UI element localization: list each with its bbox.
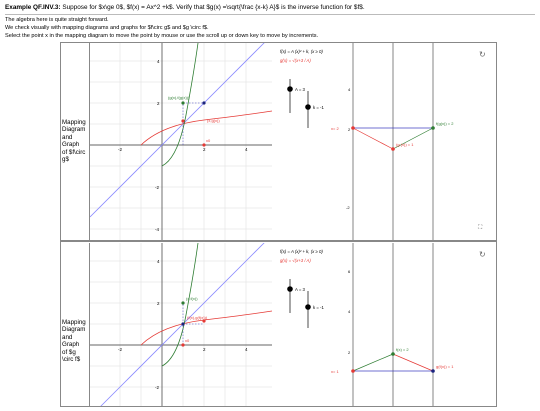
- x-tick: 4: [245, 147, 248, 152]
- row-divider: [61, 240, 496, 242]
- reset-icon[interactable]: ↻: [479, 50, 486, 59]
- map-point-x[interactable]: [351, 369, 355, 373]
- intro-line-3: Select the point x in the mapping diagra…: [5, 33, 319, 39]
- point-identity[interactable]: [202, 101, 206, 105]
- map-point-right[interactable]: [431, 126, 435, 130]
- g-curve: [140, 110, 273, 146]
- formula-f: f(x) = A (x)² + k, (x ≥ 0): [280, 49, 323, 54]
- label-line: of $f\circ: [62, 148, 86, 156]
- point-x0[interactable]: [181, 343, 185, 347]
- x-tick: 4: [245, 347, 248, 352]
- map-point-right[interactable]: [431, 369, 435, 373]
- applet-table: Mapping Diagram and Graph of $f\circ g$: [60, 34, 497, 411]
- header-divider: [5, 14, 535, 15]
- y-tick: 4: [157, 59, 160, 64]
- formula-g: g(x) = √(x+3 / A): [280, 258, 311, 263]
- label-line: and: [62, 133, 73, 141]
- map-tick: 6: [348, 269, 351, 274]
- map-tick: 2: [348, 127, 351, 132]
- map-point-mid[interactable]: [391, 352, 395, 356]
- y-tick: 2: [157, 301, 160, 306]
- row-label: Mapping Diagram and Graph of $f\circ g$: [62, 119, 88, 163]
- slider-k-handle[interactable]: [305, 304, 311, 310]
- intro-line-1: The algebra here is quite straight forwa…: [5, 17, 109, 23]
- slider-a-label: A = 3: [295, 87, 306, 92]
- point-x-f[interactable]: [181, 301, 185, 305]
- example-label: Example QF.INV.3:: [5, 4, 61, 11]
- label-line: Graph: [62, 141, 80, 149]
- map-mid-label: (g (x)) = 1: [396, 142, 414, 147]
- slider-a-label: A = 3: [295, 287, 306, 292]
- x-tick: 2: [203, 347, 206, 352]
- map-tick: 2: [348, 350, 351, 355]
- example-statement: Suppose for $x\ge 0$, $f(x) = Ax^2 +k$. …: [62, 4, 365, 11]
- slider-k-label: k = -1: [313, 105, 324, 110]
- point-identity[interactable]: [181, 322, 185, 326]
- map-right-label: g(f(x)) = 1: [436, 364, 454, 369]
- label-line: g$: [62, 156, 69, 164]
- slider-k-label: k = -1: [313, 305, 324, 310]
- label-line: of $g: [62, 348, 76, 356]
- label-line: Mapping: [62, 319, 86, 326]
- x-tick: 2: [203, 147, 206, 152]
- point-g-f[interactable]: [181, 101, 185, 105]
- label-line: Graph: [62, 341, 80, 349]
- intro-line-2: We check visually with mapping diagrams …: [5, 25, 209, 31]
- label-line: Mapping: [62, 119, 86, 126]
- map-link-g: [392, 353, 434, 372]
- label-line: Diagram: [62, 326, 86, 334]
- row-label: Mapping Diagram and Graph of $g \circ f$: [62, 319, 88, 363]
- map-point-x[interactable]: [351, 126, 355, 130]
- y-tick: -4: [155, 227, 159, 232]
- f-curve: [161, 242, 199, 367]
- applet-cell[interactable]: 4 2 -2 -2 2 4 (x,f(x)) (f(x),g(f(x))) x0…: [89, 234, 496, 411]
- y-tick: -2: [155, 185, 159, 190]
- label-line: \circ f$: [62, 356, 81, 364]
- identity-line: [89, 34, 273, 218]
- map-tick: -2: [346, 205, 350, 210]
- f-curve: [161, 42, 199, 167]
- point-x-g[interactable]: [181, 119, 185, 123]
- applet-cell[interactable]: 4 2 -2 -4 -2 2 4 (g(x),f(g(x))): [89, 34, 496, 240]
- slider-a-handle[interactable]: [287, 286, 293, 292]
- map-tick: 4: [348, 309, 351, 314]
- map-link-f: [392, 127, 434, 150]
- reset-icon[interactable]: ↻: [479, 250, 486, 259]
- map-link-f: [352, 353, 394, 372]
- example-header: Example QF.INV.3: Suppose for $x\ge 0$, …: [5, 4, 365, 11]
- point-label: x0: [206, 138, 211, 143]
- applet-canvas[interactable]: 4 2 -2 -4 -2 2 4 (g(x),f(g(x))): [89, 34, 496, 240]
- y-tick: 2: [157, 101, 160, 106]
- slider-k-handle[interactable]: [305, 104, 311, 110]
- formula-f: f(x) = A (x)² + k, (x ≥ 0): [280, 249, 323, 254]
- label-line: and: [62, 333, 73, 341]
- point-label: (g(x),f(g(x))): [168, 95, 190, 100]
- map-point-mid[interactable]: [391, 147, 395, 151]
- x-tick: -2: [118, 347, 122, 352]
- y-tick: -2: [155, 385, 159, 390]
- point-x0[interactable]: [202, 143, 206, 147]
- map-x-label: x= 2: [331, 126, 339, 131]
- fullscreen-icon[interactable]: ⛶: [478, 224, 483, 231]
- map-link-g: [352, 127, 394, 150]
- y-tick: 4: [157, 259, 160, 264]
- point-label: (f(x),g(f(x))): [187, 315, 208, 320]
- map-tick: 4: [348, 87, 351, 92]
- point-f-g[interactable]: [202, 319, 206, 323]
- formula-g: g(x) = √(x+3 / A): [280, 58, 311, 63]
- row-f-circ-g: Mapping Diagram and Graph of $f\circ g$: [61, 34, 496, 240]
- point-label: (x,f(x)): [186, 296, 198, 301]
- map-x-label: x= 1: [331, 369, 339, 374]
- applet-canvas[interactable]: 4 2 -2 -2 2 4 (x,f(x)) (f(x),g(f(x))) x0…: [90, 234, 496, 411]
- label-line: Diagram: [62, 126, 86, 134]
- slider-a-handle[interactable]: [287, 86, 293, 92]
- map-right-label: f(g(x)) = 2: [436, 121, 454, 126]
- point-label: (x,g(x)): [207, 118, 220, 123]
- x-tick: -2: [118, 147, 122, 152]
- identity-line: [95, 234, 273, 411]
- row-g-circ-f: Mapping Diagram and Graph of $g \circ f$…: [61, 234, 496, 411]
- map-mid-label: f(x) = 2: [396, 347, 409, 352]
- point-label: x0: [185, 338, 190, 343]
